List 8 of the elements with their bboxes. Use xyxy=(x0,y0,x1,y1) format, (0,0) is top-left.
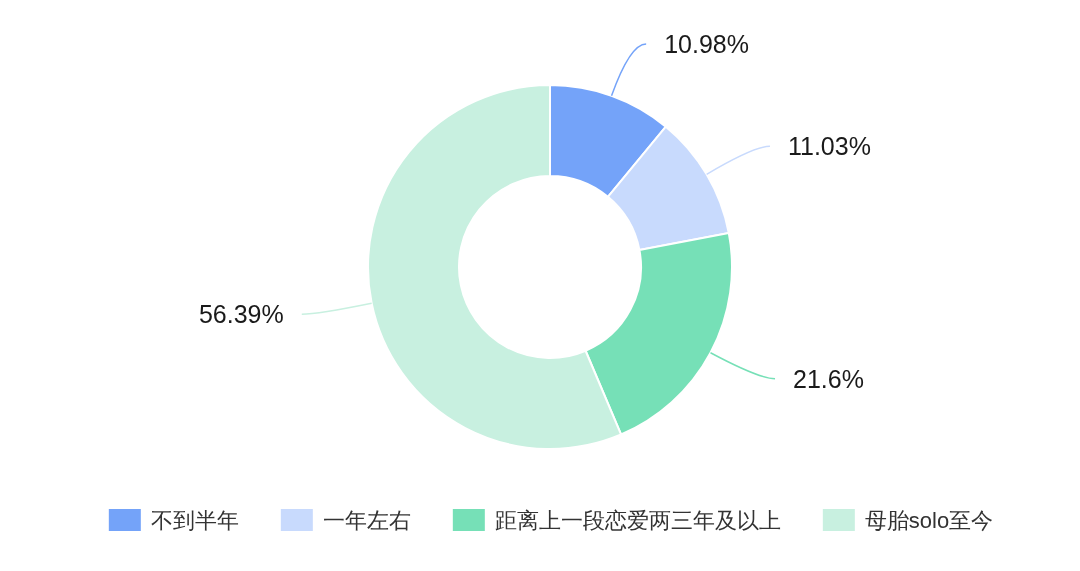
legend-label: 不到半年 xyxy=(150,507,239,533)
data-label: 21.6% xyxy=(793,364,864,393)
legend-label: 一年左右 xyxy=(322,507,411,533)
data-label: 11.03% xyxy=(787,132,871,161)
data-label: 56.39% xyxy=(198,300,284,329)
legend-label: 距离上一段恋爱两三年及以上 xyxy=(494,507,781,533)
legend-label: 母胎solo至今 xyxy=(864,507,994,533)
data-label: 10.98% xyxy=(664,29,749,58)
